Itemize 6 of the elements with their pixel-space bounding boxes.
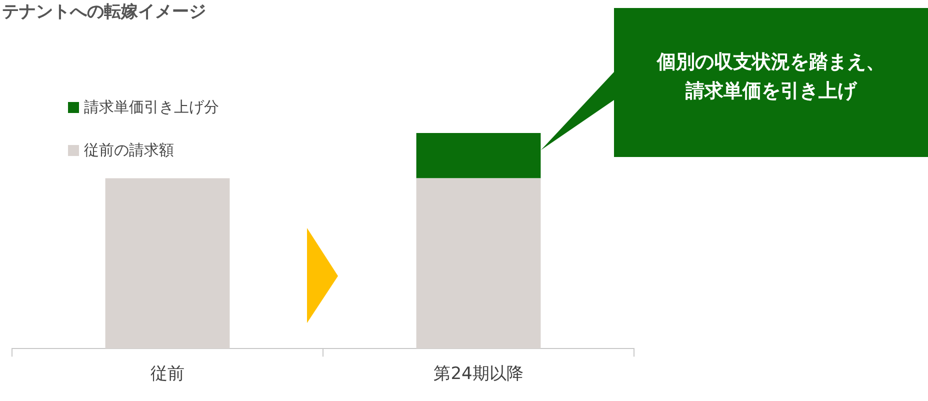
x-tick-label: 第24期以降 (434, 364, 524, 384)
legend-label: 請求単価引き上げ分 (84, 98, 219, 116)
x-tick-label: 従前 (150, 364, 184, 384)
speech-callout: 個別の収支状況を踏まえ、請求単価を引き上げ (541, 8, 928, 157)
legend-label: 従前の請求額 (84, 140, 174, 160)
chart-title: テナントへの転嫁イメージ (2, 1, 206, 23)
